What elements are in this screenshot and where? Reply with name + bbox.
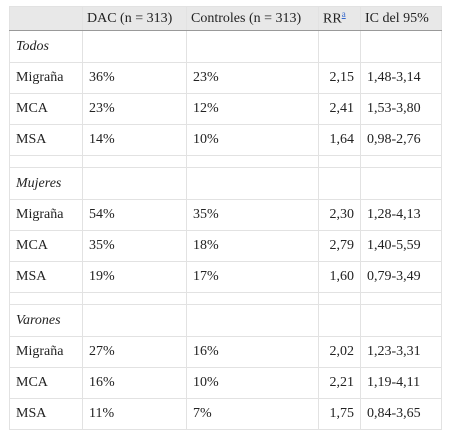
data-cell: 14%: [82, 124, 187, 156]
spacer-cell: [82, 292, 187, 305]
data-cell: 23%: [186, 62, 319, 94]
data-cell: 1,53-3,80: [360, 93, 442, 125]
spacer-cell: [318, 155, 361, 168]
data-row: MCA 23% 12% 2,41 1,53-3,80: [9, 93, 442, 125]
data-cell: 12%: [186, 93, 319, 125]
header-cell: Controles (n = 313): [186, 6, 319, 31]
data-cell: 0,79-3,49: [360, 261, 442, 293]
data-cell: 1,23-3,31: [360, 336, 442, 368]
spacer-cell: [318, 292, 361, 305]
data-cell: 1,40-5,59: [360, 230, 442, 262]
data-cell: 23%: [82, 93, 187, 125]
data-row: MCA 16% 10% 2,21 1,19-4,11: [9, 367, 442, 399]
row-label: MSA: [9, 261, 83, 293]
group-row: Varones: [9, 304, 442, 337]
data-cell: 1,19-4,11: [360, 367, 442, 399]
data-row: MSA 11% 7% 1,75 0,84-3,65: [9, 398, 442, 430]
data-cell: 35%: [82, 230, 187, 262]
row-label: Migraña: [9, 199, 83, 231]
data-row: MSA 19% 17% 1,60 0,79-3,49: [9, 261, 442, 293]
spacer-cell: [360, 292, 442, 305]
row-label: MCA: [9, 93, 83, 125]
group-label: Todos: [9, 30, 83, 63]
data-cell: 10%: [186, 124, 319, 156]
data-cell: 54%: [82, 199, 187, 231]
data-cell: 11%: [82, 398, 187, 430]
footnote-link[interactable]: a: [341, 9, 346, 20]
group-row: Todos: [9, 30, 442, 63]
data-cell: 16%: [82, 367, 187, 399]
data-cell: 10%: [186, 367, 319, 399]
empty-cell: [82, 30, 187, 63]
data-cell: 0,84-3,65: [360, 398, 442, 430]
row-label: Migraña: [9, 62, 83, 94]
empty-cell: [318, 30, 361, 63]
group-label: Varones: [9, 304, 83, 337]
data-cell: 1,48-3,14: [360, 62, 442, 94]
group-label: Mujeres: [9, 167, 83, 200]
data-cell: 27%: [82, 336, 187, 368]
data-cell: 7%: [186, 398, 319, 430]
data-cell: 2,21: [318, 367, 361, 399]
row-label: MCA: [9, 230, 83, 262]
row-label: Migraña: [9, 336, 83, 368]
empty-cell: [360, 167, 442, 200]
row-label: MSA: [9, 398, 83, 430]
empty-cell: [186, 167, 319, 200]
data-cell: 2,15: [318, 62, 361, 94]
data-cell: 1,28-4,13: [360, 199, 442, 231]
data-cell: 2,02: [318, 336, 361, 368]
data-cell: 1,64: [318, 124, 361, 156]
spacer-cell: [9, 155, 83, 168]
header-cell: RRa: [318, 6, 361, 31]
data-row: MCA 35% 18% 2,79 1,40-5,59: [9, 230, 442, 262]
data-cell: 35%: [186, 199, 319, 231]
spacer-cell: [82, 155, 187, 168]
header-text: RR: [323, 11, 342, 27]
spacer-cell: [360, 155, 442, 168]
data-row: Migraña 27% 16% 2,02 1,23-3,31: [9, 336, 442, 368]
empty-cell: [186, 30, 319, 63]
data-cell: 2,79: [318, 230, 361, 262]
data-cell: 17%: [186, 261, 319, 293]
data-cell: 1,75: [318, 398, 361, 430]
header-row: DAC (n = 313) Controles (n = 313) RRa IC…: [9, 6, 442, 31]
header-cell: DAC (n = 313): [82, 6, 187, 31]
header-cell: [9, 6, 83, 31]
spacer-row: [9, 155, 442, 168]
data-cell: 0,98-2,76: [360, 124, 442, 156]
data-cell: 19%: [82, 261, 187, 293]
data-cell: 2,30: [318, 199, 361, 231]
data-row: Migraña 54% 35% 2,30 1,28-4,13: [9, 199, 442, 231]
data-cell: 18%: [186, 230, 319, 262]
data-cell: 36%: [82, 62, 187, 94]
empty-cell: [82, 167, 187, 200]
spacer-cell: [186, 155, 319, 168]
row-label: MSA: [9, 124, 83, 156]
data-cell: 1,60: [318, 261, 361, 293]
empty-cell: [318, 304, 361, 337]
data-table: DAC (n = 313) Controles (n = 313) RRa IC…: [9, 6, 442, 430]
data-row: MSA 14% 10% 1,64 0,98-2,76: [9, 124, 442, 156]
spacer-cell: [9, 292, 83, 305]
spacer-row: [9, 292, 442, 305]
empty-cell: [82, 304, 187, 337]
empty-cell: [318, 167, 361, 200]
row-label: MCA: [9, 367, 83, 399]
data-row: Migraña 36% 23% 2,15 1,48-3,14: [9, 62, 442, 94]
empty-cell: [360, 30, 442, 63]
data-cell: 2,41: [318, 93, 361, 125]
data-cell: 16%: [186, 336, 319, 368]
group-row: Mujeres: [9, 167, 442, 200]
spacer-cell: [186, 292, 319, 305]
header-cell: IC del 95%: [360, 6, 442, 31]
empty-cell: [360, 304, 442, 337]
empty-cell: [186, 304, 319, 337]
